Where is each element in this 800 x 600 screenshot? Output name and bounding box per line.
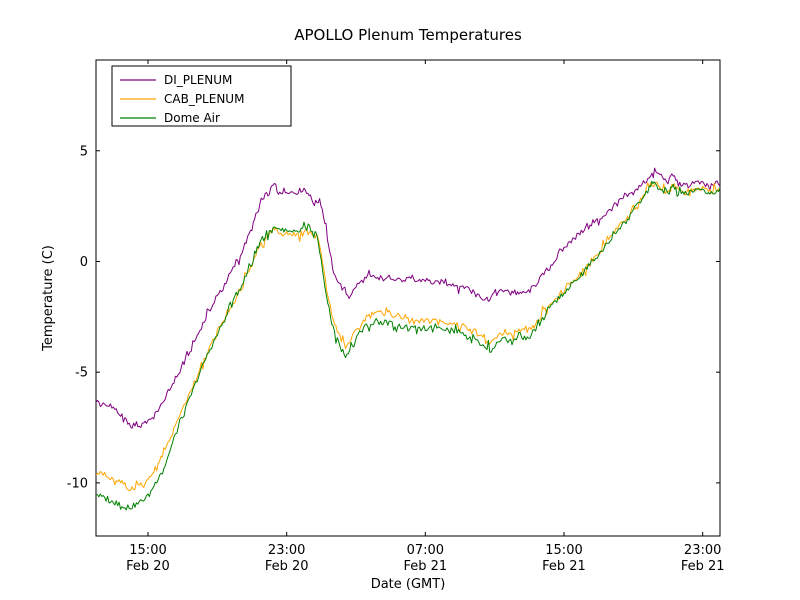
series-line-di-plenum — [95, 167, 721, 429]
x-tick-label: 15:00 — [129, 543, 166, 558]
legend-entry-label: CAB_PLENUM — [164, 92, 244, 106]
legend-entry: Dome Air — [120, 111, 220, 125]
x-tick-label: Feb 20 — [265, 559, 309, 574]
y-tick-label: -10 — [67, 476, 88, 491]
x-tick-label: 07:00 — [407, 543, 444, 558]
series-line-dome-air — [96, 180, 721, 511]
legend-entry-label: Dome Air — [164, 111, 220, 125]
legend: DI_PLENUM CAB_PLENUM Dome Air — [111, 65, 292, 127]
x-tick-label: Feb 21 — [681, 559, 725, 574]
legend-entry: DI_PLENUM — [120, 73, 232, 87]
y-tick-label: 0 — [80, 255, 88, 270]
x-axis-label: Date (GMT) — [371, 577, 446, 592]
x-tick-label: 15:00 — [545, 543, 582, 558]
x-tick-label: Feb 21 — [403, 559, 447, 574]
x-tick-label: 23:00 — [268, 543, 305, 558]
y-axis-label: Temperature (C) — [41, 245, 56, 352]
y-tick-label: 5 — [80, 144, 88, 159]
x-tick-label: Feb 21 — [542, 559, 586, 574]
x-tick-label: 23:00 — [684, 543, 721, 558]
legend-box — [111, 65, 292, 127]
legend-entry-label: DI_PLENUM — [164, 73, 232, 87]
chart-title: APOLLO Plenum Temperatures — [294, 26, 522, 44]
y-tick-label: -5 — [75, 366, 88, 381]
legend-entry: CAB_PLENUM — [120, 92, 244, 106]
x-tick-label: Feb 20 — [126, 559, 170, 574]
series-line-cab-plenum — [95, 181, 721, 492]
plot-frame — [95, 59, 721, 537]
